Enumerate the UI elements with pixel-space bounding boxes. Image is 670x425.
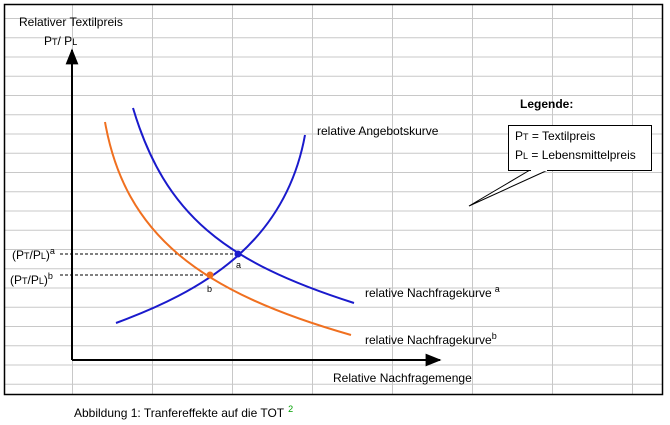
legend-part: L xyxy=(523,151,528,161)
legend-part: T xyxy=(523,132,529,142)
caption: Abbildung 1: Tranfereffekte auf die TOT 2 xyxy=(74,404,293,420)
level-b-label: (PT/PL)b xyxy=(10,271,53,287)
label-part: relative Nachfragekurve xyxy=(365,333,492,347)
label-part: T xyxy=(24,251,30,261)
demand-curve-a xyxy=(132,107,355,304)
legend-part: P xyxy=(515,148,523,162)
caption-note: 2 xyxy=(288,404,293,414)
label-part: L xyxy=(41,251,46,261)
sheet-grid xyxy=(5,5,662,394)
x-axis-title: Relative Nachfragemenge xyxy=(333,371,472,385)
demand-curve-b xyxy=(104,121,352,336)
legend-title: Legende: xyxy=(520,97,573,111)
label-part: relative Nachfragekurve xyxy=(365,286,492,300)
label-sup: b xyxy=(48,271,53,281)
label-part: (P xyxy=(10,273,22,287)
label-sup: a xyxy=(50,246,55,256)
demand-a-label: relative Nachfragekurve a xyxy=(365,284,500,300)
point-a-label: a xyxy=(236,260,241,270)
legend-box xyxy=(508,125,652,171)
label-sup: b xyxy=(492,331,497,341)
label-part: /P xyxy=(30,248,41,262)
label-part: ) xyxy=(46,248,50,262)
label-part: (P xyxy=(12,248,24,262)
point-b-label: b xyxy=(207,284,212,294)
point-b xyxy=(206,271,214,279)
level-a-label: (PT/PL)a xyxy=(12,246,55,262)
label-sup: a xyxy=(495,284,500,294)
supply-curve xyxy=(115,134,306,324)
supply-label: relative Angebotskurve xyxy=(317,124,439,138)
legend-item: PL = Lebensmittelpreis xyxy=(515,148,636,162)
legend-item: PT = Textilpreis xyxy=(515,129,595,143)
label-part: L xyxy=(39,276,44,286)
legend-part: P xyxy=(515,129,523,143)
label-part: ) xyxy=(44,273,48,287)
symbol-part: / P xyxy=(58,34,73,48)
point-a xyxy=(234,250,242,258)
legend-part: = Lebensmittelpreis xyxy=(528,148,636,162)
legend-pointer xyxy=(468,169,549,207)
y-axis-title: Relativer Textilpreis xyxy=(19,15,123,29)
label-part: T xyxy=(22,276,28,286)
frame xyxy=(3,3,664,396)
legend-part: = Textilpreis xyxy=(529,129,596,143)
symbol-part: P xyxy=(44,34,52,48)
y-axis-symbol: PT/ PL xyxy=(44,34,77,48)
demand-b-label: relative Nachfragekurveb xyxy=(365,331,497,347)
caption-text: Abbildung 1: Tranfereffekte auf die TOT xyxy=(74,406,285,420)
symbol-part: L xyxy=(72,37,77,47)
label-part: /P xyxy=(28,273,39,287)
symbol-part: T xyxy=(52,37,58,47)
